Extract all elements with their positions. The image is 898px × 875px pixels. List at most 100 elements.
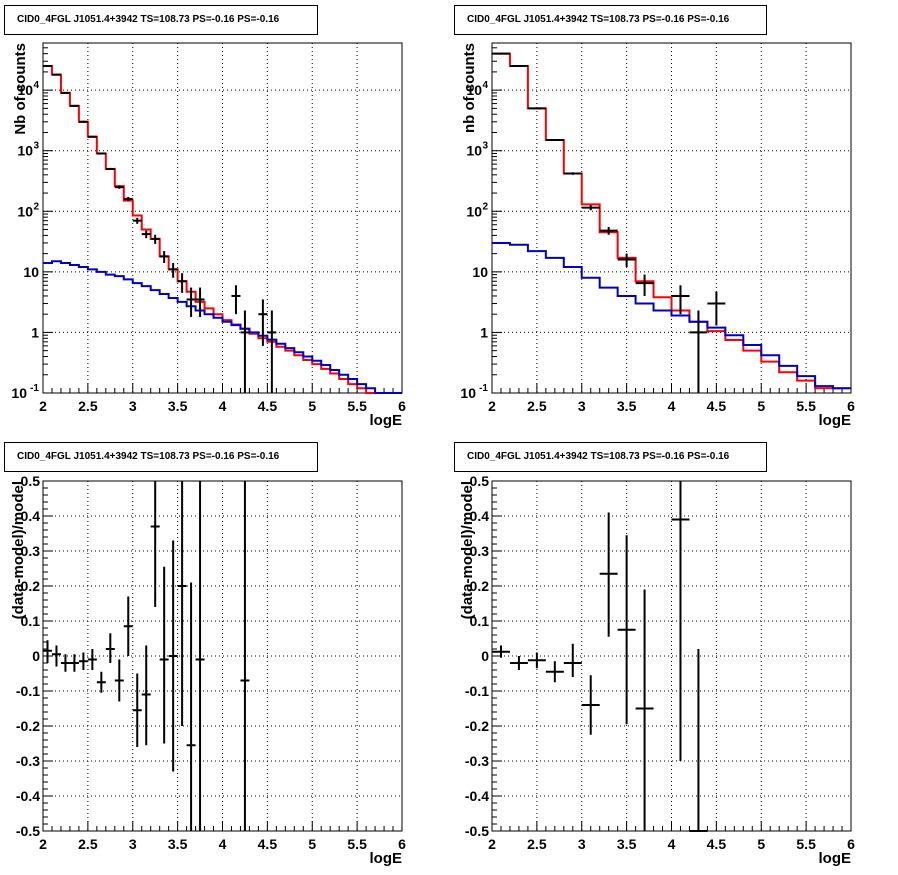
data-point	[177, 273, 187, 293]
data-point	[617, 535, 636, 725]
data-point	[123, 596, 133, 656]
data-point	[87, 649, 97, 670]
y-tick-label: 0.5	[21, 473, 41, 489]
plot-area	[492, 52, 851, 393]
y-tick-label: 0.3	[470, 543, 490, 559]
y-tick-label: -0.2	[465, 718, 489, 734]
y-tick-label: 10	[466, 82, 482, 98]
data-point	[707, 291, 726, 326]
model-histogram	[43, 260, 402, 394]
data-point	[141, 645, 151, 746]
data-point	[635, 589, 654, 831]
y-tick-label: 10	[11, 385, 27, 401]
data-point	[527, 107, 546, 110]
x-tick-label: 4	[219, 836, 227, 852]
data-point	[69, 654, 79, 672]
data-point	[60, 654, 70, 672]
plot-area	[43, 481, 250, 831]
x-tick-label: 2.5	[527, 398, 547, 414]
y-tick-exponent: -1	[479, 383, 488, 394]
data-point	[69, 104, 79, 107]
chart-title: CID0_4FGL J1051.4+3942 TS=108.73 PS=-0.1…	[4, 5, 318, 35]
data-point	[177, 481, 187, 726]
data-point	[132, 217, 142, 224]
y-tick-label: 0	[481, 648, 489, 664]
data-point	[689, 310, 708, 393]
chart-residuals-right: 2 2.5 3 3.5 4 4.5 5 5.5 6 -0.5 -0.4 -0.3 -0.2 -0.1 0 0.…	[459, 473, 855, 867]
x-tick-label: 3.5	[617, 836, 637, 852]
x-tick-label: 5	[757, 836, 765, 852]
y-axis-label: Nb of counts	[12, 43, 29, 135]
y-tick-label: 10	[17, 82, 33, 98]
data-point	[195, 287, 205, 317]
y-tick-label: -0.5	[465, 823, 489, 839]
x-tick-label: 2.5	[527, 836, 547, 852]
x-tick-label: 2.5	[78, 398, 98, 414]
y-tick-label: 10	[466, 203, 482, 219]
data-point	[159, 251, 169, 264]
data-point	[114, 185, 124, 189]
data-point	[78, 652, 88, 670]
x-tick-label: 2	[488, 398, 496, 414]
y-tick-exponent: 2	[482, 201, 488, 212]
data-point	[599, 512, 618, 637]
data-point	[267, 310, 277, 393]
y-tick-label: -0.1	[465, 683, 489, 699]
chart-title: CID0_4FGL J1051.4+3942 TS=108.73 PS=-0.1…	[454, 5, 767, 35]
data-point	[635, 274, 654, 296]
y-tick-label: 1	[31, 324, 39, 340]
x-tick-label: 5.5	[347, 836, 367, 852]
x-tick-label: 3.5	[168, 398, 188, 414]
chart-title: CID0_4FGL J1051.4+3942 TS=108.73 PS=-0.1…	[454, 442, 767, 472]
data-point	[527, 652, 546, 669]
x-tick-label: 6	[847, 398, 855, 414]
y-tick-label: 0.4	[470, 508, 490, 524]
x-tick-label: 3.5	[168, 836, 188, 852]
x-tick-label: 5.5	[347, 398, 367, 414]
y-tick-label: 0.1	[470, 613, 490, 629]
data-point	[186, 582, 196, 831]
data-point	[105, 633, 115, 663]
data-point	[581, 675, 600, 735]
data-point	[132, 673, 142, 747]
y-tick-label: 10	[472, 264, 488, 280]
x-tick-label: 3	[129, 836, 137, 852]
data-point	[581, 205, 600, 211]
y-axis-label: (data-model)/model	[459, 481, 476, 619]
x-tick-label: 4	[668, 836, 676, 852]
x-axis-label: logE	[819, 850, 852, 867]
x-axis-label: logE	[370, 850, 403, 867]
data-point	[617, 253, 636, 268]
data-point	[492, 645, 510, 658]
y-tick-label: 0.1	[21, 613, 41, 629]
x-tick-label: 6	[398, 836, 406, 852]
x-tick-label: 3	[578, 836, 586, 852]
data-point	[240, 310, 250, 393]
x-tick-label: 2	[39, 398, 47, 414]
data-point	[114, 659, 124, 702]
y-tick-exponent: 3	[482, 141, 488, 152]
y-tick-exponent: 2	[33, 201, 39, 212]
y-tick-label: 0.2	[470, 578, 490, 594]
data-point	[545, 661, 564, 683]
chart-residuals-left: 2 2.5 3 3.5 4 4.5 5 5.5 6 -0.5 -0.4 -0.3 -0.2 -0.1 0 0.…	[10, 473, 406, 867]
y-tick-label: -0.3	[16, 753, 40, 769]
x-tick-label: 4.5	[707, 836, 727, 852]
data-point	[123, 197, 133, 201]
x-tick-label: 2.5	[78, 836, 98, 852]
data-point	[599, 227, 618, 235]
y-tick-label: 0.5	[470, 473, 490, 489]
x-tick-label: 3.5	[617, 398, 637, 414]
data-point	[141, 230, 151, 239]
data-point	[150, 481, 160, 607]
x-tick-label: 5.5	[796, 398, 816, 414]
data-point	[87, 135, 97, 138]
y-tick-exponent: 3	[33, 141, 39, 152]
y-tick-exponent: -1	[30, 383, 39, 394]
x-tick-label: 3	[578, 398, 586, 414]
y-tick-label: 0.2	[21, 578, 41, 594]
data-point	[150, 234, 160, 244]
x-tick-label: 6	[398, 398, 406, 414]
y-tick-label: -0.4	[16, 788, 40, 804]
